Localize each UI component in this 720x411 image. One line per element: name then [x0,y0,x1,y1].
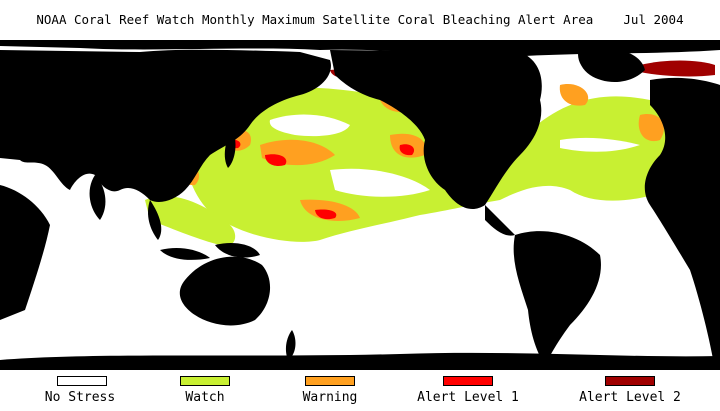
map-date: Jul 2004 [623,12,684,27]
land-masses [0,40,720,370]
alert-level-1-areas [229,139,415,220]
legend-label-watch: Watch [185,390,225,405]
legend-label-alert-level-1: Alert Level 1 [417,390,519,405]
legend-label-alert-level-2: Alert Level 2 [579,390,681,405]
legend-swatch-watch [180,376,230,386]
coral-bleaching-map [0,40,720,370]
legend-swatch-warning [305,376,355,386]
legend-swatch-alert-level-2 [605,376,655,386]
legend-swatch-alert-level-1 [443,376,493,386]
legend-label-no-stress: No Stress [44,390,116,405]
legend-swatch-no-stress [57,376,107,386]
map-title: NOAA Coral Reef Watch Monthly Maximum Sa… [36,12,684,27]
legend-label-warning: Warning [302,390,358,405]
